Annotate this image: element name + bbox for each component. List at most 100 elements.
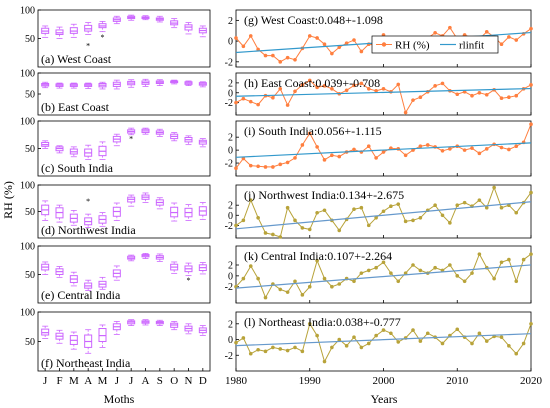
series-point bbox=[248, 34, 253, 38]
series-point bbox=[433, 265, 437, 270]
series-point bbox=[381, 87, 386, 91]
box-7 bbox=[127, 79, 136, 88]
box-10 bbox=[170, 321, 179, 331]
series-point bbox=[440, 213, 445, 218]
y-tick-label: 2 bbox=[228, 133, 233, 144]
legend-box bbox=[371, 35, 499, 54]
box-3 bbox=[69, 271, 78, 287]
month-label: J bbox=[115, 375, 120, 387]
series-point bbox=[278, 60, 283, 64]
series-point bbox=[411, 98, 415, 102]
y-tick-label: -2 bbox=[225, 57, 233, 68]
y-tick-label: 50 bbox=[25, 207, 35, 218]
series-point bbox=[492, 276, 496, 281]
series-point bbox=[315, 85, 319, 90]
series-point bbox=[477, 151, 482, 156]
box-panel-frame bbox=[37, 311, 211, 372]
series-panel-frame bbox=[235, 72, 532, 116]
y-tick-label: 0 bbox=[228, 211, 233, 222]
series-point bbox=[411, 328, 415, 332]
series-point bbox=[330, 284, 334, 289]
series-point bbox=[462, 148, 467, 152]
series-point bbox=[396, 340, 401, 344]
y-tick-label: 2 bbox=[228, 319, 233, 330]
box-panel: 50 100 (b) East Coast bbox=[20, 69, 211, 116]
left-xlabel: Moths bbox=[104, 392, 135, 406]
box-4: * bbox=[84, 22, 93, 50]
series-point bbox=[507, 344, 511, 348]
series-point bbox=[455, 327, 460, 332]
series-point bbox=[293, 89, 297, 94]
series-point bbox=[293, 218, 297, 223]
box-outlier: * bbox=[187, 276, 191, 285]
y-tick-label: 50 bbox=[25, 90, 35, 101]
series-point bbox=[322, 84, 327, 88]
series-point bbox=[396, 82, 401, 87]
box-panel-label: (e) Central India bbox=[41, 288, 121, 302]
series-point bbox=[271, 165, 275, 169]
box-6 bbox=[112, 321, 121, 335]
series-point bbox=[256, 164, 260, 169]
series-panel-frame bbox=[235, 120, 532, 177]
series-point bbox=[315, 210, 319, 215]
series-point bbox=[285, 160, 290, 165]
series-point bbox=[366, 144, 371, 149]
box-panel: 50 100 * (e) Central India bbox=[20, 242, 211, 304]
month-label: N bbox=[185, 375, 193, 387]
series-point bbox=[462, 200, 467, 205]
series-panel-label: (h) East Coast:0.039+-0.708 bbox=[244, 76, 380, 90]
box-4 bbox=[84, 279, 93, 291]
y-tick-label: 100 bbox=[20, 181, 35, 192]
y-tick-label: 2 bbox=[228, 16, 233, 27]
month-label: F bbox=[56, 375, 62, 387]
series-point bbox=[381, 209, 386, 214]
box-11 bbox=[184, 80, 193, 86]
series-point bbox=[529, 322, 533, 326]
y-tick-label: 2 bbox=[228, 78, 233, 89]
series-point bbox=[330, 153, 334, 158]
series-point bbox=[462, 279, 467, 284]
box-outlier: * bbox=[101, 33, 105, 42]
series-point bbox=[337, 228, 342, 233]
box-3 bbox=[69, 331, 78, 350]
box-1 bbox=[41, 325, 50, 339]
series-point bbox=[425, 143, 430, 147]
series-point bbox=[374, 156, 378, 160]
series-point bbox=[278, 235, 283, 239]
series-point bbox=[499, 96, 504, 100]
series-point bbox=[330, 51, 334, 56]
box-10 bbox=[170, 132, 179, 142]
series-point bbox=[352, 147, 356, 152]
month-label: J bbox=[43, 375, 48, 387]
y-tick-label: 0 bbox=[228, 146, 233, 157]
series-point bbox=[484, 29, 489, 34]
box-8 bbox=[141, 192, 150, 203]
series-point bbox=[396, 202, 401, 206]
series-point bbox=[315, 258, 319, 263]
series-point bbox=[271, 95, 275, 100]
series-point bbox=[418, 339, 423, 343]
box-8 bbox=[141, 78, 150, 87]
series-panel-label: (i) South India:0.056+-1.115 bbox=[244, 124, 382, 138]
series-point bbox=[263, 231, 268, 235]
series-point bbox=[307, 78, 312, 83]
box-11 bbox=[184, 135, 193, 146]
box-outlier: * bbox=[129, 135, 133, 144]
series-point bbox=[337, 45, 342, 50]
y-tick-label: 100 bbox=[20, 69, 35, 80]
series-panel-label: (j) Northwest India:0.134+-2.675 bbox=[244, 188, 404, 202]
y-tick-label: 2 bbox=[228, 201, 233, 212]
panels: 50 100 * * (a) West Coast 50 100 (b) East Coast… bbox=[20, 6, 543, 388]
series-point bbox=[300, 226, 305, 230]
box-panel-label: (b) East Coast bbox=[41, 100, 110, 114]
year-label: 1980 bbox=[225, 375, 248, 387]
box-4 bbox=[84, 329, 93, 354]
series-point bbox=[322, 42, 327, 46]
series-point bbox=[425, 331, 430, 336]
series-point bbox=[389, 204, 393, 208]
box-panel-frame bbox=[37, 72, 211, 116]
series-point bbox=[529, 190, 533, 195]
series-point bbox=[470, 271, 474, 275]
series-point bbox=[499, 205, 504, 210]
series-point bbox=[381, 150, 386, 154]
